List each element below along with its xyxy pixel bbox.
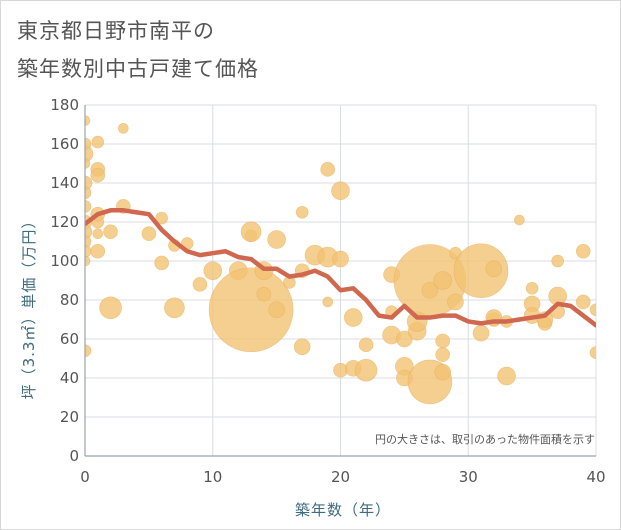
x-tick-label: 40	[586, 468, 605, 486]
y-tick-label: 60	[60, 330, 79, 348]
data-bubble	[295, 205, 309, 219]
data-bubble	[154, 255, 169, 271]
bubbles	[85, 115, 596, 405]
data-bubble	[203, 261, 223, 281]
data-bubble	[343, 308, 363, 327]
data-bubble	[268, 301, 285, 319]
data-bubble	[497, 366, 516, 386]
y-tick-label: 100	[50, 252, 79, 270]
data-bubble	[358, 337, 374, 353]
data-bubble	[434, 363, 452, 381]
data-bubble	[85, 344, 92, 357]
x-tick-label: 0	[80, 468, 90, 486]
data-bubble	[256, 286, 272, 302]
y-tick-label: 120	[50, 213, 79, 231]
data-bubble	[293, 338, 311, 356]
data-bubble	[525, 281, 539, 295]
y-tick-label: 0	[69, 447, 79, 465]
chart-title-line1: 東京都日野市南平の	[17, 19, 215, 43]
chart-title-line2: 築年数別中古戸建て価格	[17, 57, 259, 81]
y-tick-label: 20	[60, 408, 79, 426]
data-bubble	[433, 271, 453, 290]
x-tick-label: 30	[459, 468, 478, 486]
data-bubble	[85, 200, 92, 213]
data-bubble	[435, 347, 451, 362]
data-bubble	[332, 250, 349, 268]
data-bubble	[85, 115, 91, 126]
data-bubble	[589, 346, 596, 359]
data-bubble	[118, 123, 129, 134]
trend-line	[85, 208, 596, 328]
y-tick-label: 160	[50, 135, 79, 153]
data-bubble	[155, 211, 168, 225]
data-bubble	[99, 296, 122, 320]
data-bubble	[141, 226, 157, 241]
x-tick-label: 20	[331, 468, 350, 486]
data-bubble	[435, 333, 451, 349]
data-bubble	[551, 254, 564, 268]
data-bubble	[331, 181, 350, 201]
data-bubble	[320, 162, 336, 177]
data-bubble	[90, 243, 106, 259]
data-bubble	[85, 175, 93, 191]
data-bubble	[192, 277, 208, 292]
data-bubble	[85, 145, 94, 163]
data-bubble	[240, 221, 262, 243]
y-tick-label: 180	[50, 96, 79, 114]
y-tick-label: 140	[50, 174, 79, 192]
data-bubble	[589, 303, 596, 317]
data-bubble	[354, 358, 378, 382]
trend-line-layer	[85, 208, 596, 328]
data-bubble	[208, 267, 294, 353]
size-note: 円の大きさは、取引のあった物件面積を示す	[375, 432, 595, 446]
axes: 0 20 40 60 80 100 120 140 160 180 0 10 20 30 40	[50, 96, 605, 486]
y-tick-label: 80	[60, 291, 79, 309]
data-bubble	[514, 214, 525, 226]
data-bubble	[267, 230, 286, 249]
x-axis-label: 築年数（年）	[295, 501, 391, 519]
data-bubble	[85, 158, 91, 169]
data-bubble	[103, 224, 118, 240]
y-axis-label: 坪（3.3㎡）単価（万円）	[20, 213, 38, 400]
data-bubble	[447, 293, 464, 311]
data-bubble	[91, 135, 105, 149]
data-bubble	[92, 228, 104, 239]
y-tick-label: 40	[60, 369, 79, 387]
data-bubble	[85, 224, 93, 240]
data-bubble	[322, 296, 334, 308]
data-bubble	[85, 235, 92, 248]
data-bubble	[85, 255, 91, 267]
data-bubble	[472, 324, 490, 342]
data-bubble	[90, 167, 106, 183]
x-tick-label: 10	[203, 468, 222, 486]
data-bubble	[485, 260, 503, 278]
grid	[84, 104, 597, 457]
data-bubble	[164, 297, 185, 319]
data-bubble	[575, 243, 591, 259]
data-bubble	[453, 243, 509, 299]
data-bubble	[85, 186, 92, 200]
data-bubble	[575, 294, 591, 310]
data-bubble	[421, 281, 439, 299]
